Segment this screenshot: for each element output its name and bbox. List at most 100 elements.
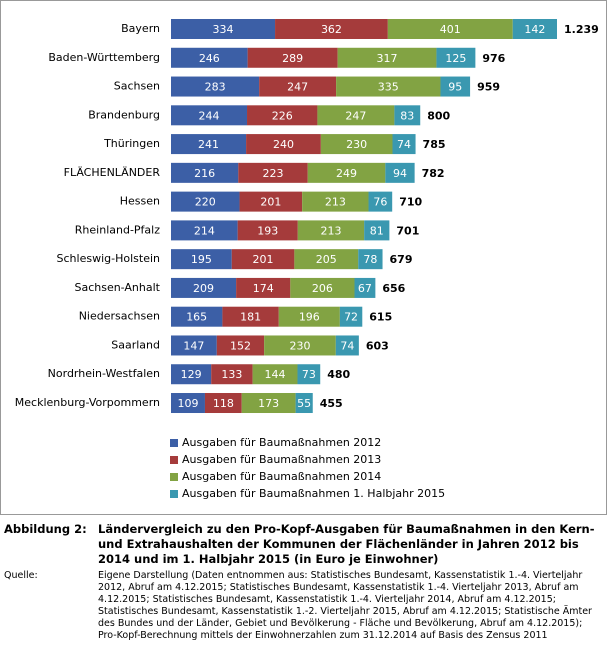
category-label: Nordrhein-Westfalen [48,367,160,380]
category-label: Rheinland-Pfalz [75,223,160,236]
bar-segment [171,162,239,183]
bar-segment [307,162,386,183]
bar-segment [171,220,238,241]
bar-segment [278,306,340,327]
bar-segment [171,335,217,356]
legend-label: Ausgaben für Baumaßnahmen 1. Halbjahr 20… [182,487,445,500]
legend-label: Ausgaben für Baumaßnahmen 2013 [182,453,381,466]
bar-segment [237,220,298,241]
total-label: 959 [477,81,500,94]
category-label: Baden-Württemberg [48,51,160,64]
segment-label: 230 [289,339,310,352]
bar-segment [259,76,337,97]
segment-label: 73 [302,368,316,381]
segment-label: 317 [377,52,398,65]
bar-segment [392,134,416,155]
segment-label: 118 [213,397,234,410]
category-label: Mecklenburg-Vorpommern [15,396,160,409]
segment-label: 201 [260,196,281,209]
segment-label: 249 [336,167,357,180]
total-label: 976 [482,52,505,65]
bar-segment [297,364,321,385]
category-label: Hessen [120,195,160,208]
legend-label: Ausgaben für Baumaßnahmen 2012 [182,436,381,449]
bar-segment [337,47,437,68]
category-label: Brandenburg [88,108,160,121]
bar-segment [171,19,276,39]
bar-segment [295,393,313,414]
segment-label: 147 [183,339,204,352]
segment-label: 216 [194,167,215,180]
segment-label: 289 [282,52,303,65]
total-label: 1.239 [564,23,599,36]
bar-segment [236,277,291,298]
legend-swatch [170,456,178,464]
segment-label: 193 [257,224,278,237]
segment-label: 142 [524,23,545,36]
bar-segment [336,76,441,97]
segment-label: 209 [193,282,214,295]
segment-label: 226 [272,109,293,122]
segment-label: 223 [263,167,284,180]
segment-label: 244 [199,109,220,122]
bar-segment [436,47,476,68]
bar-segment [204,393,242,414]
total-label: 455 [320,397,343,410]
segment-label: 55 [297,397,311,410]
total-label: 710 [399,196,422,209]
bar-segment [171,105,248,126]
segment-label: 173 [258,397,279,410]
segment-label: 205 [316,253,337,266]
legend-swatch [170,490,178,498]
segment-label: 129 [181,368,202,381]
bar-segment [264,335,336,356]
source-label: Quelle: [4,570,38,581]
bar-segment [247,105,318,126]
segment-label: 76 [373,196,387,209]
bar-segment [385,162,415,183]
bar-segment [171,393,205,414]
category-label: Niedersachsen [79,310,160,323]
segment-label: 165 [186,311,207,324]
caption-label: Abbildung 2: [4,522,87,536]
segment-label: 283 [205,81,226,94]
bar-segment [171,364,212,385]
segment-label: 74 [340,339,354,352]
segment-label: 241 [198,138,219,151]
segment-label: 125 [445,52,466,65]
legend-swatch [170,473,178,481]
bar-segment [171,191,240,212]
category-label: FLÄCHENLÄNDER [64,166,161,179]
segment-label: 94 [393,167,407,180]
segment-label: 95 [448,81,462,94]
bar-segment [241,393,296,414]
category-label: Sachsen [114,80,160,93]
caption-block: Abbildung 2: Ländervergleich zu den Pro-K… [0,522,608,642]
bar-segment [294,249,359,270]
segment-label: 206 [312,282,333,295]
segment-label: 220 [195,196,216,209]
segment-label: 334 [213,23,234,36]
total-label: 615 [369,311,392,324]
bar-segment [171,47,248,68]
segment-label: 174 [253,282,274,295]
segment-label: 240 [273,138,294,151]
bar-segment [171,277,237,298]
bar-segment [320,134,393,155]
segment-label: 247 [345,109,366,122]
bar-segment [252,364,298,385]
segment-label: 201 [253,253,274,266]
bar-segment [239,191,303,212]
bar-segment [216,335,265,356]
bar-segment [354,277,376,298]
bar-segment [335,335,359,356]
segment-label: 214 [194,224,215,237]
segment-label: 213 [320,224,341,237]
category-label: Schleswig-Holstein [57,252,160,265]
segment-label: 181 [240,311,261,324]
bar-segment [302,191,369,212]
bar-segment [290,277,355,298]
total-label: 603 [366,339,389,352]
bar-segment [222,306,279,327]
